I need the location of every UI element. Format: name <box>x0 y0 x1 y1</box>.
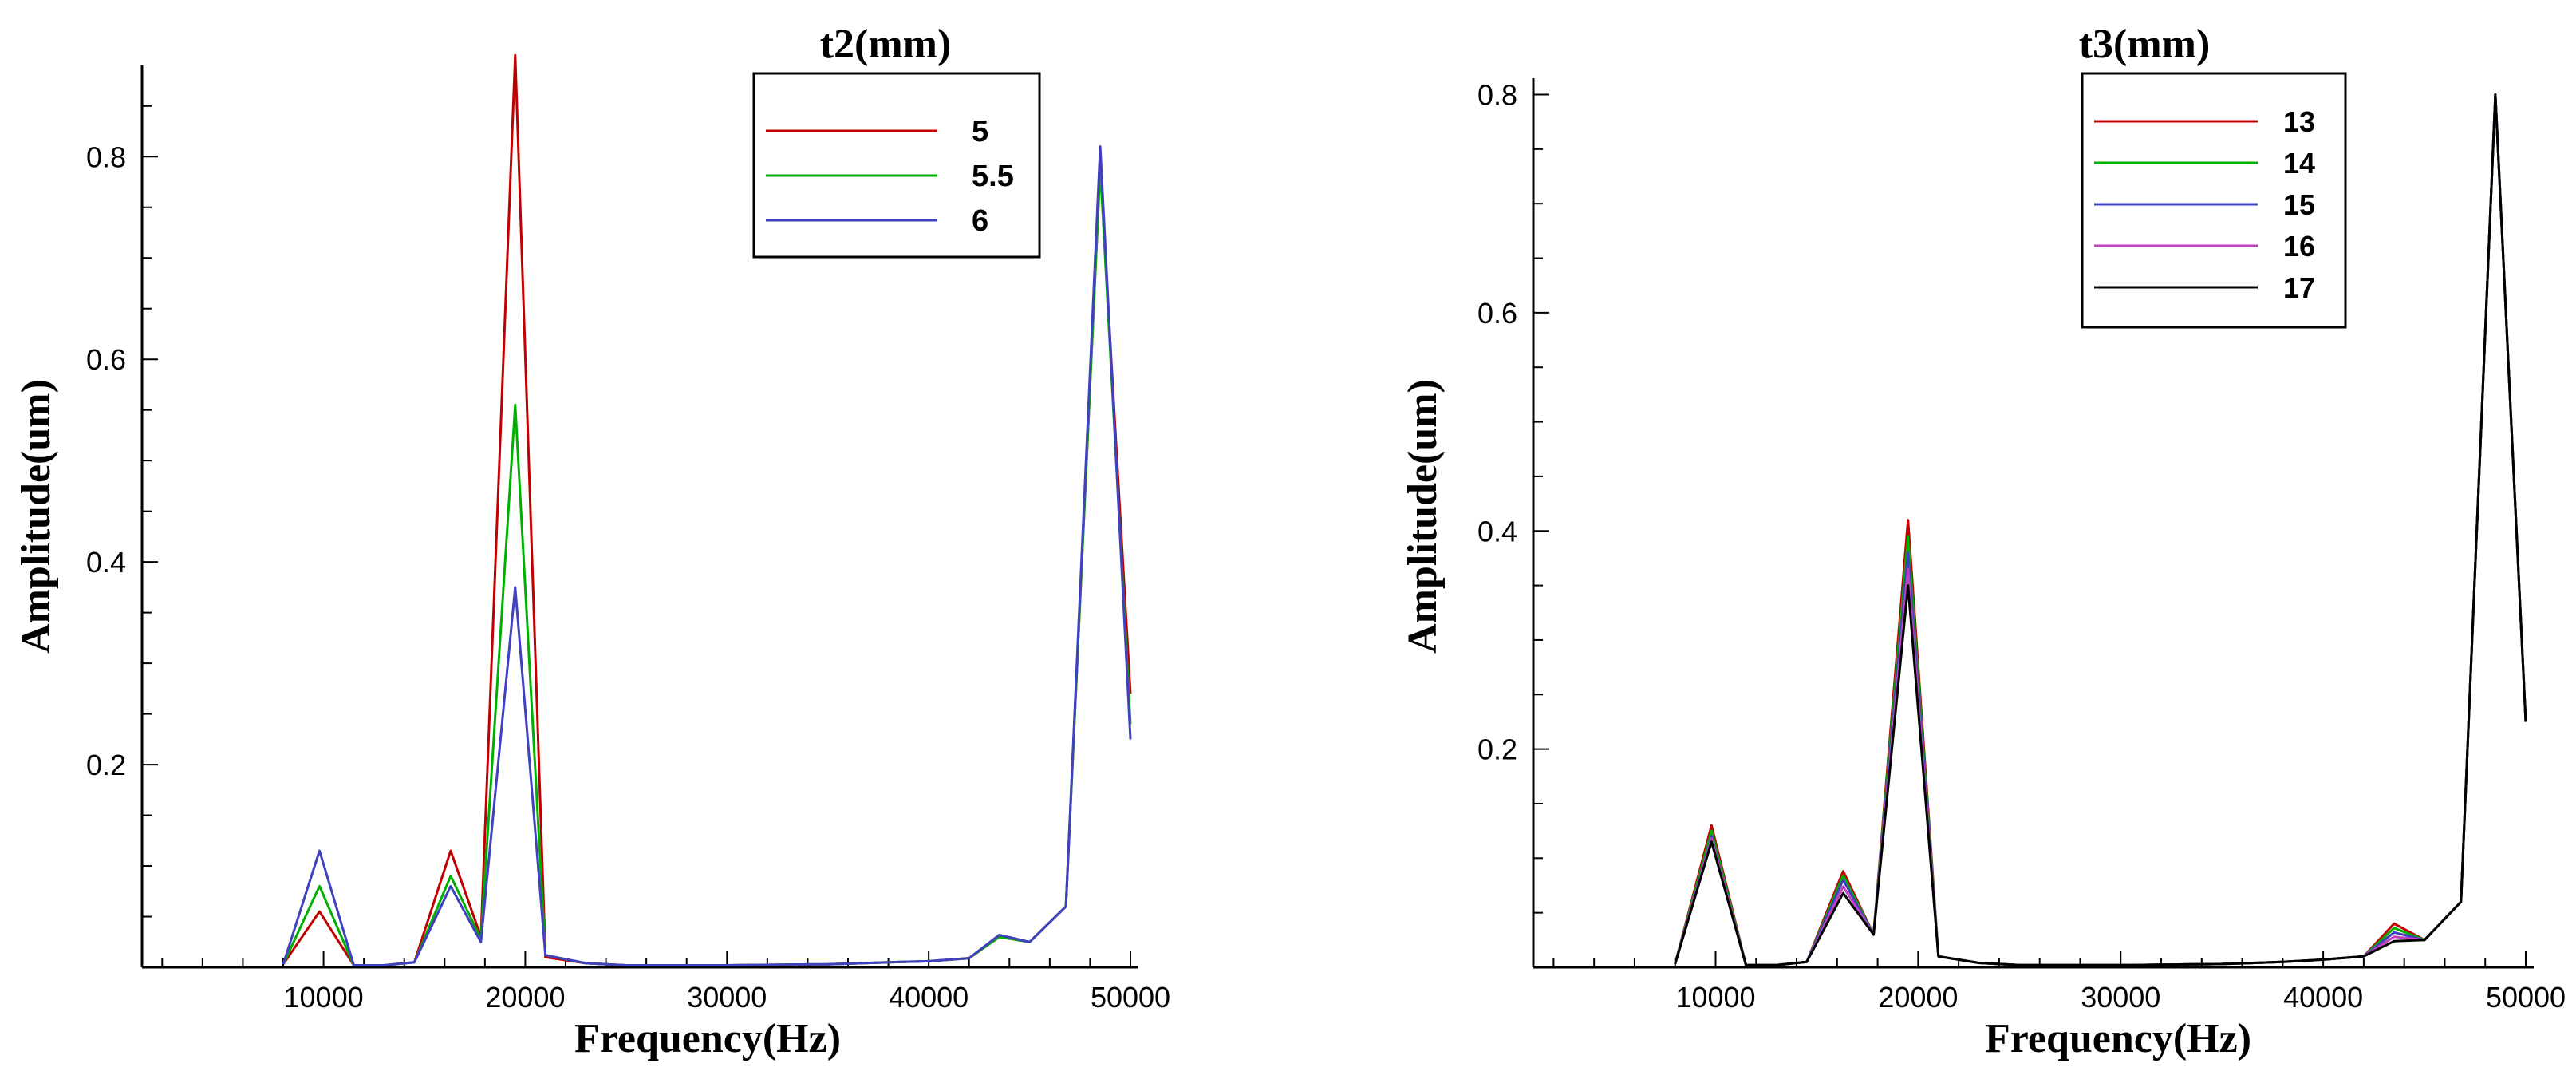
y-axis-title: Amplitude(um) <box>1400 379 1446 654</box>
legend-title: t2(mm) <box>820 22 952 67</box>
y-tick-label: 0.2 <box>86 749 126 781</box>
y-tick-label: 0.2 <box>1477 733 1517 766</box>
legend-box <box>2081 72 2347 329</box>
series-line-17 <box>1674 93 2527 966</box>
legend-label-16: 16 <box>2283 230 2315 263</box>
y-tick-label: 0.8 <box>86 140 126 173</box>
x-tick-label: 50000 <box>1091 981 1170 1014</box>
x-tick-label: 10000 <box>1675 981 1755 1014</box>
left-chart: 10000 20000 30000 40000 50000 0.2 0.4 0.6 0.8 Fre… <box>14 22 1170 1061</box>
y-tick-label: 0.4 <box>1477 515 1517 547</box>
x-tick-label: 30000 <box>687 981 767 1014</box>
legend-label-5: 5 <box>972 115 988 148</box>
legend-box <box>752 72 1041 259</box>
legend-label-14: 14 <box>2283 147 2315 180</box>
series-line-6 <box>282 145 1132 966</box>
x-tick-label: 30000 <box>2081 981 2160 1014</box>
y-tick-label: 0.8 <box>1477 79 1517 112</box>
x-tick-label: 10000 <box>284 981 364 1014</box>
y-axis-title: Amplitude(um) <box>14 379 59 654</box>
y-tick-label: 0.6 <box>1477 297 1517 330</box>
legend-title: t3(mm) <box>2079 22 2211 67</box>
y-tick-label: 0.6 <box>86 343 126 376</box>
legend-label-15: 15 <box>2283 188 2315 221</box>
legend-label-13: 13 <box>2283 105 2315 138</box>
legend-label-6: 6 <box>972 204 988 238</box>
x-tick-label: 40000 <box>889 981 968 1014</box>
legend-label-17: 17 <box>2283 271 2315 304</box>
legend-label-5.5: 5.5 <box>972 160 1014 193</box>
x-axis-title: Frequency(Hz) <box>1985 1016 2251 1061</box>
x-tick-label: 50000 <box>2486 981 2566 1014</box>
x-tick-label: 20000 <box>485 981 565 1014</box>
x-axis-title: Frequency(Hz) <box>574 1016 841 1061</box>
right-chart: 10000 20000 30000 40000 50000 0.2 0.4 0.6 0.8 Fre… <box>1400 22 2566 1061</box>
series-line-5.5 <box>282 165 1132 966</box>
x-tick-label: 20000 <box>1878 981 1958 1014</box>
y-tick-label: 0.4 <box>86 546 126 579</box>
x-tick-label: 40000 <box>2283 981 2363 1014</box>
